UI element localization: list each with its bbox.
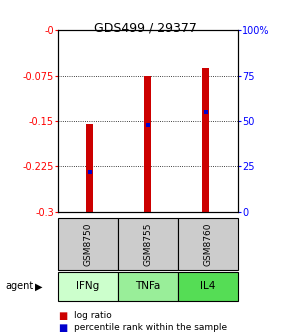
Text: ■: ■ [58, 311, 67, 321]
Text: GDS499 / 29377: GDS499 / 29377 [94, 22, 196, 35]
Text: IL4: IL4 [200, 282, 215, 291]
Text: ▶: ▶ [35, 282, 42, 291]
Text: GSM8755: GSM8755 [143, 223, 153, 266]
Bar [86, 124, 93, 212]
Text: percentile rank within the sample: percentile rank within the sample [74, 323, 227, 332]
Text: agent: agent [6, 282, 34, 291]
Text: GSM8750: GSM8750 [84, 223, 93, 266]
Bar [144, 76, 151, 212]
Text: GSM8760: GSM8760 [203, 223, 212, 266]
Text: IFNg: IFNg [76, 282, 99, 291]
Bar [202, 68, 209, 212]
Text: log ratio: log ratio [74, 311, 112, 320]
Text: ■: ■ [58, 323, 67, 333]
Text: TNFa: TNFa [135, 282, 161, 291]
